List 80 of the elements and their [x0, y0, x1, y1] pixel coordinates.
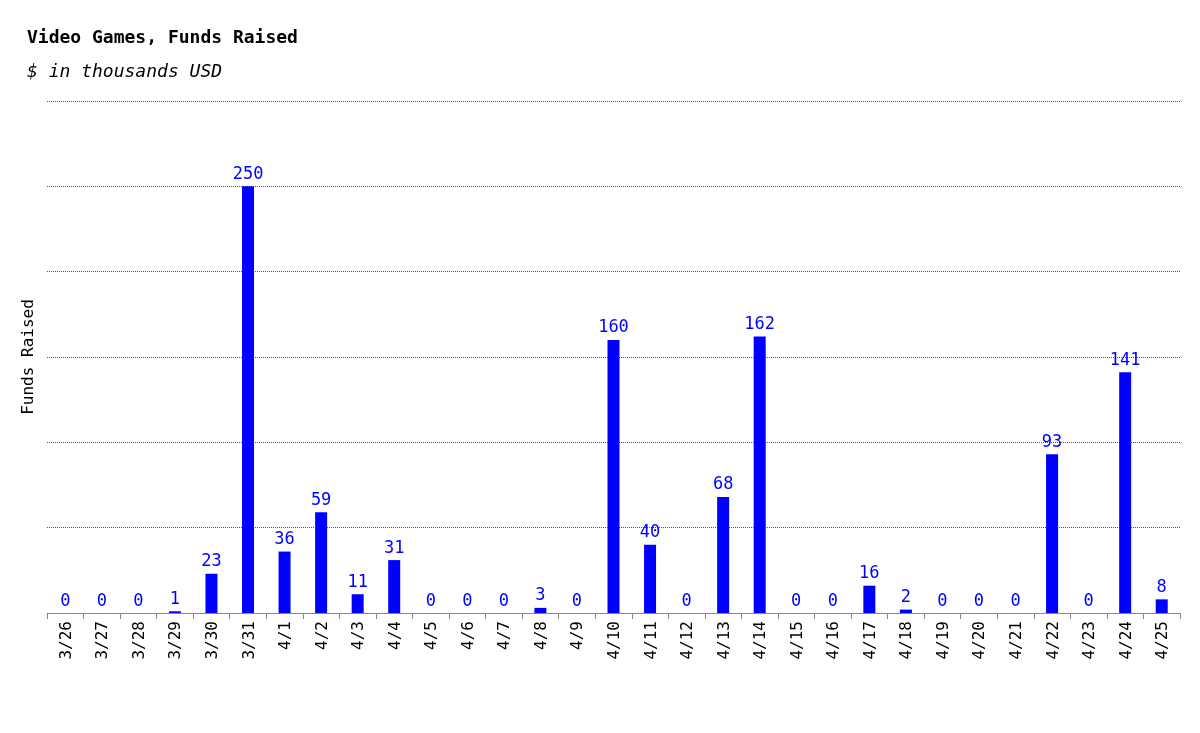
- bar: [388, 560, 401, 613]
- bar: [1119, 372, 1132, 613]
- data-label: 40: [639, 521, 661, 542]
- bar: [863, 585, 876, 613]
- data-label: 250: [232, 162, 264, 183]
- data-label: 23: [201, 550, 222, 571]
- data-label: 0: [937, 589, 948, 610]
- data-label: 68: [712, 473, 734, 494]
- x-tick-label: 4/7: [494, 621, 514, 650]
- data-label: 0: [1010, 589, 1021, 610]
- bar: [1155, 599, 1168, 613]
- data-label: 141: [1109, 348, 1141, 369]
- bar: [607, 339, 620, 613]
- x-tick-label: 3/31: [238, 621, 258, 660]
- x-tick-label: 4/10: [604, 621, 623, 660]
- x-tick-label: 4/9: [567, 621, 587, 650]
- bar: [717, 496, 730, 613]
- data-label: 3: [535, 584, 546, 605]
- data-label: 11: [347, 570, 368, 591]
- x-tick-label: 3/26: [55, 621, 75, 660]
- x-tick-label: 4/16: [823, 621, 843, 660]
- bar: [315, 512, 328, 613]
- x-tick-label: 3/28: [128, 621, 148, 660]
- data-label: 162: [744, 313, 776, 334]
- bar: [753, 336, 766, 613]
- data-label: 0: [791, 589, 802, 610]
- bar: [1046, 454, 1059, 613]
- data-label: 93: [1041, 430, 1063, 451]
- data-label: 1: [169, 587, 181, 608]
- x-tick-label: 4/11: [640, 621, 660, 660]
- data-label: 0: [498, 589, 509, 610]
- x-tick-label: 4/5: [421, 621, 441, 650]
- data-label: 16: [859, 562, 880, 583]
- x-tick-label: 4/24: [1115, 621, 1135, 660]
- x-tick-label: 4/14: [750, 621, 770, 660]
- x-tick-label: 3/27: [92, 621, 112, 660]
- x-tick-label: 4/2: [311, 621, 331, 650]
- data-label: 36: [274, 528, 295, 549]
- bar: [205, 573, 218, 613]
- data-label: 2: [900, 586, 912, 607]
- bar: [278, 551, 291, 613]
- data-label: 0: [133, 589, 144, 610]
- x-tick-label: 4/25: [1152, 621, 1172, 660]
- bar: [534, 607, 547, 613]
- data-label: 0: [425, 589, 436, 610]
- x-tick-label: 3/29: [165, 621, 185, 660]
- data-label: 0: [681, 589, 692, 610]
- x-tick-label: 4/15: [786, 621, 806, 660]
- x-tick-label: 4/8: [530, 621, 550, 650]
- x-tick-label: 4/13: [713, 621, 733, 660]
- x-tick-label: 4/17: [859, 621, 879, 660]
- data-label: 31: [383, 536, 405, 557]
- data-label: 59: [310, 488, 332, 509]
- x-tick-label: 4/23: [1079, 621, 1099, 660]
- y-axis-title: Funds Raised: [17, 299, 37, 415]
- data-label: 160: [598, 316, 629, 337]
- x-tick-label: 4/3: [348, 621, 368, 650]
- data-label: 8: [1156, 575, 1167, 596]
- data-label: 0: [96, 589, 107, 610]
- data-label: 0: [60, 589, 71, 610]
- chart-title: Video Games, Funds Raised: [27, 25, 298, 47]
- bar: [351, 594, 364, 613]
- x-tick-label: 4/21: [1006, 621, 1026, 660]
- data-label: 0: [571, 589, 583, 610]
- data-label: 0: [462, 589, 473, 610]
- data-label: 0: [827, 589, 838, 610]
- x-tick-label: 4/6: [457, 621, 477, 650]
- chart-subtitle: $ in thousands USD: [27, 59, 223, 81]
- x-tick-label: 4/19: [932, 621, 952, 660]
- x-tick-label: 4/20: [969, 621, 989, 660]
- bar: [242, 186, 255, 613]
- x-tick-label: 4/18: [896, 621, 916, 660]
- data-label: 0: [973, 589, 985, 610]
- x-tick-label: 4/1: [275, 621, 295, 650]
- bar: [644, 544, 657, 613]
- x-tick-label: 3/30: [201, 621, 221, 660]
- x-tick-label: 4/12: [677, 621, 697, 660]
- data-label: 0: [1083, 589, 1094, 610]
- x-tick-label: 4/22: [1042, 621, 1062, 660]
- x-tick-label: 4/4: [384, 621, 404, 650]
